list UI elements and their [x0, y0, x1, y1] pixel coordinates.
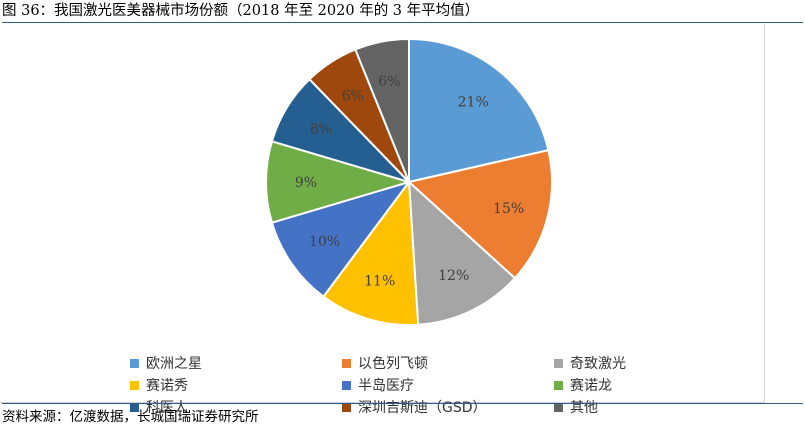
legend-item: 深圳吉斯迪（GSD） [342, 398, 554, 416]
pie-slice [265, 140, 413, 224]
pie-slice [406, 148, 553, 280]
legend-swatch [342, 402, 351, 412]
pie-slice [354, 37, 410, 183]
chart-legend: 欧洲之星 以色列飞顿 奇致激光赛诺秀 半岛医疗 赛诺龙科医人 深圳吉斯迪（GSD） 其他 [130, 354, 730, 416]
pie-chart: 21% 15% 12% 11% 10% 9% 8% 6% 6% [265, 37, 553, 324]
legend-label: 赛诺秀 [146, 378, 188, 394]
legend-label: 奇致激光 [570, 356, 626, 372]
data-label: 21% [458, 95, 489, 111]
legend-item: 欧洲之星 [130, 354, 342, 372]
legend-label: 欧洲之星 [146, 356, 202, 372]
legend-swatch [130, 402, 139, 412]
legend-item: 奇致激光 [554, 354, 730, 372]
chart-area: 21% 15% 12% 11% 10% 9% 8% 6% 6% 欧洲之星 以色列飞顿 奇致激光赛诺秀… [0, 24, 765, 416]
data-label: 8% [310, 122, 332, 138]
legend-item: 科医人 [130, 398, 342, 416]
data-label: 11% [364, 274, 395, 290]
legend-swatch [554, 402, 563, 412]
data-label: 9% [295, 175, 317, 191]
legend-swatch [342, 358, 351, 368]
pie-slice [322, 179, 420, 324]
legend-swatch [130, 380, 139, 390]
figure-title: 图 36：我国激光医美器械市场份额（2018 年至 2020 年的 3 年平均值… [2, 0, 803, 23]
legend-item: 赛诺龙 [554, 376, 730, 394]
data-label: 15% [493, 201, 524, 217]
data-label: 12% [438, 268, 469, 284]
legend-swatch [554, 358, 563, 368]
data-label: 10% [309, 234, 340, 250]
legend-label: 以色列飞顿 [358, 356, 428, 372]
figure-source: 资料来源：亿渡数据，长城国瑞证券研究所 [2, 403, 803, 425]
legend-swatch [554, 380, 563, 390]
legend-swatch [130, 358, 139, 368]
legend-label: 半岛医疗 [358, 378, 414, 394]
legend-label: 科医人 [146, 400, 188, 416]
legend-swatch [342, 380, 351, 390]
legend-item: 以色列飞顿 [342, 354, 554, 372]
pie-slice [408, 37, 550, 184]
data-label: 6% [378, 74, 400, 90]
pie-slice [270, 180, 412, 298]
legend-item: 半岛医疗 [342, 376, 554, 394]
legend-label: 深圳吉斯迪（GSD） [358, 400, 487, 416]
legend-label: 赛诺龙 [570, 378, 612, 394]
pie-slice [407, 179, 517, 324]
legend-label: 其他 [570, 400, 598, 416]
legend-item: 赛诺秀 [130, 376, 342, 394]
data-label: 6% [342, 89, 364, 105]
legend-item: 其他 [554, 398, 730, 416]
